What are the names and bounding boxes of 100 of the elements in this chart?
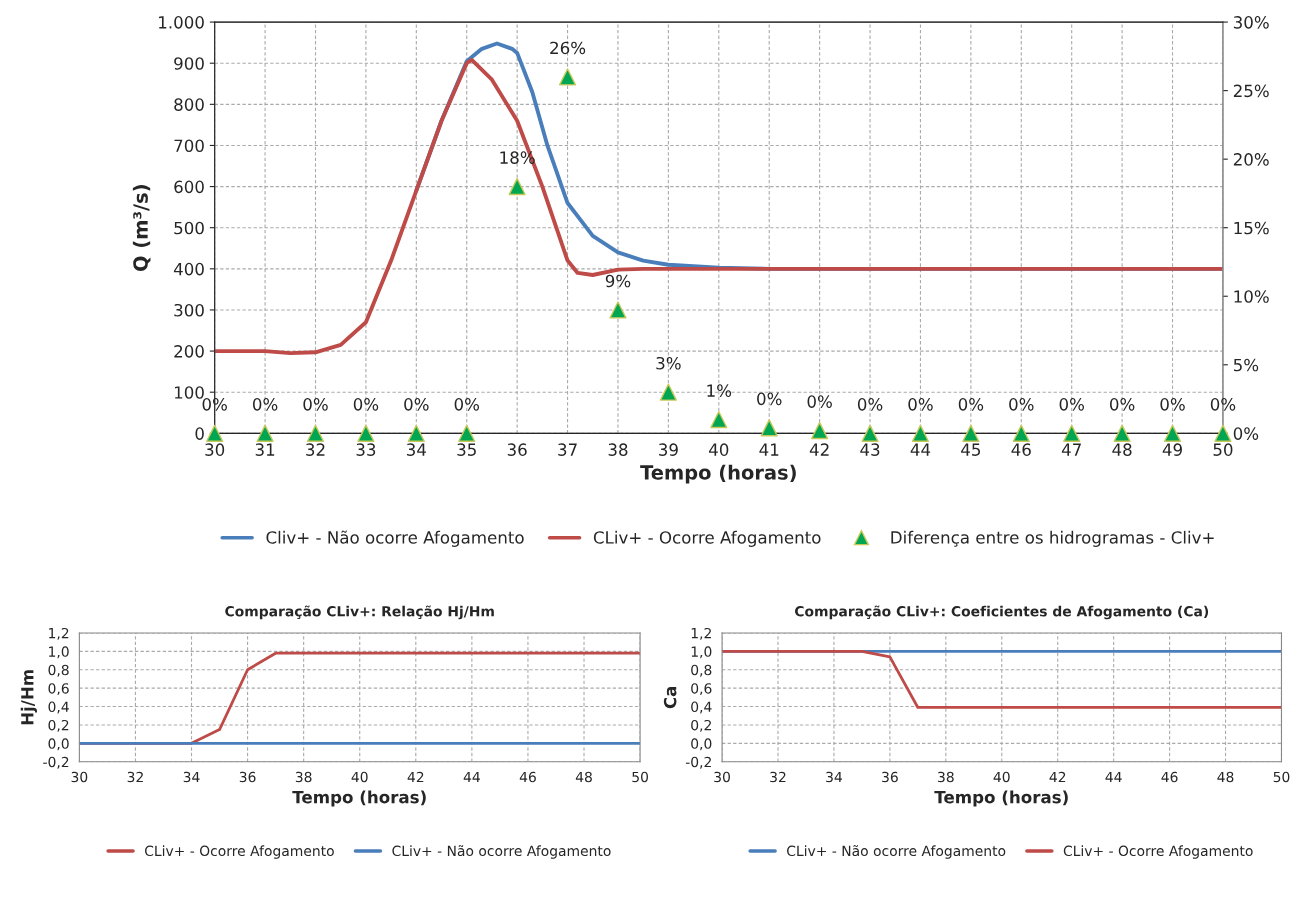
- point: [1163, 424, 1182, 442]
- y-axis-title: Hj/Hm: [20, 670, 37, 725]
- x-tick-label: 39: [659, 443, 678, 456]
- data-label: 0%: [857, 398, 883, 411]
- x-tick-label: 30: [71, 771, 88, 783]
- x-tick-label: 35: [457, 443, 476, 456]
- x-tick-label: 40: [993, 771, 1010, 783]
- data-label: 0%: [252, 398, 278, 411]
- x-tick-label: 41: [759, 443, 779, 456]
- data-label: 3%: [656, 356, 681, 370]
- point: [508, 177, 526, 196]
- y-tick-label: 1,2: [49, 627, 69, 640]
- y-tick-label: 0,0: [48, 738, 69, 751]
- point: [710, 410, 728, 429]
- chart-title: Comparação CLiv+: Coeficientes de Afogamento (Ca): [794, 605, 1209, 620]
- x-tick-label: 30: [714, 771, 730, 783]
- point: [1063, 424, 1081, 442]
- data-label: 0%: [1160, 398, 1185, 411]
- point: [1113, 424, 1131, 442]
- data-label: 0%: [757, 392, 782, 406]
- x-tick-label: 32: [127, 771, 143, 783]
- x-tick-label: 36: [507, 443, 527, 456]
- point: [306, 424, 325, 442]
- y-tick-label: 0: [195, 427, 204, 440]
- y-tick-label: 300: [174, 303, 204, 317]
- data-label: 0%: [454, 398, 480, 411]
- data-label: 0%: [353, 398, 379, 411]
- point: [911, 424, 930, 442]
- x-tick-label: 31: [255, 443, 275, 456]
- x-tick-label: 46: [1011, 443, 1031, 456]
- x-tick-label: 34: [183, 771, 200, 783]
- data-label: 0%: [1109, 398, 1135, 411]
- y2-tick-label: 0%: [1233, 427, 1259, 440]
- x-axis-title: Tempo (horas): [934, 790, 1068, 807]
- chart-title: Comparação CLiv+: Relação Hj/Hm: [225, 605, 494, 620]
- legend-label: CLiv+ - Ocorre Afogamento: [144, 845, 334, 859]
- y-tick-label: 1,2: [691, 627, 711, 640]
- y2-tick-label: 30%: [1233, 16, 1269, 29]
- point: [256, 424, 274, 442]
- y-tick-label: 0,4: [48, 701, 69, 714]
- data-label: 0%: [303, 398, 328, 411]
- x-tick-label: 50: [632, 771, 649, 783]
- x-tick-label: 40: [351, 771, 368, 783]
- y2-tick-label: 15%: [1234, 221, 1269, 235]
- legend-label: CLiv+ - Não ocorre Afogamento: [392, 845, 611, 859]
- y2-tick-label: 10%: [1234, 290, 1269, 303]
- data-label: 0%: [1210, 398, 1236, 411]
- y-tick-label: 600: [174, 180, 204, 194]
- x-tick-label: 47: [1061, 443, 1081, 456]
- x-tick-label: 32: [770, 771, 786, 783]
- x-tick-label: 48: [1217, 771, 1234, 783]
- y-tick-label: 900: [174, 57, 204, 70]
- x-tick-label: 46: [1161, 771, 1178, 783]
- y-tick-label: 0,4: [691, 701, 712, 714]
- y-tick-label: 800: [174, 98, 204, 111]
- y-tick-label: 200: [174, 345, 204, 358]
- point: [659, 383, 678, 401]
- point: [1214, 424, 1232, 442]
- x-tick-label: 49: [1162, 443, 1182, 456]
- data-label: 0%: [908, 398, 933, 411]
- x-tick-label: 50: [1213, 443, 1233, 456]
- x-tick-label: 36: [882, 771, 898, 783]
- data-label: 9%: [605, 274, 631, 288]
- y-tick-label: -0,2: [685, 756, 711, 769]
- x-tick-label: 42: [407, 771, 424, 783]
- legend-label: Cliv+ - Não ocorre Afogamento: [266, 530, 524, 547]
- x-tick-label: 44: [910, 443, 931, 456]
- point: [760, 419, 778, 437]
- y-tick-label: 0,6: [48, 683, 69, 696]
- y2-tick-label: 20%: [1233, 153, 1269, 166]
- legend-label: Diferença entre os hidrogramas - Cliv+: [891, 530, 1214, 547]
- y-tick-label: 0,8: [48, 664, 69, 677]
- x-tick-label: 38: [608, 443, 628, 456]
- y-tick-label: 700: [174, 139, 204, 153]
- x-tick-label: 40: [709, 443, 729, 456]
- x-tick-label: 44: [463, 771, 480, 783]
- point: [206, 424, 224, 442]
- y-tick-label: 100: [174, 386, 204, 399]
- x-tick-label: 46: [519, 771, 536, 783]
- y-tick-label: -0,2: [43, 756, 69, 769]
- y-tick-label: 1.000: [159, 16, 204, 29]
- x-tick-label: 33: [356, 443, 376, 456]
- y-axis-title: Q (m³/s): [132, 185, 151, 271]
- point: [962, 424, 980, 442]
- x-axis-title: Tempo (horas): [640, 464, 796, 484]
- data-label: 0%: [807, 395, 832, 408]
- legend-label: CLiv+ - Ocorre Afogamento: [593, 530, 821, 547]
- line-series: [214, 57, 1223, 356]
- x-tick-label: 38: [295, 771, 312, 783]
- data-label: 0%: [1009, 398, 1034, 411]
- y-tick-label: 0,8: [691, 664, 712, 677]
- y-tick-label: 0,2: [691, 719, 711, 732]
- x-tick-label: 36: [239, 771, 256, 783]
- point: [558, 68, 577, 86]
- data-label: 1%: [707, 384, 732, 397]
- x-tick-label: 42: [1049, 771, 1066, 783]
- x-tick-label: 38: [938, 771, 954, 783]
- legend-label: CLiv+ - Ocorre Afogamento: [1063, 845, 1253, 859]
- point: [811, 421, 829, 440]
- point: [861, 424, 879, 442]
